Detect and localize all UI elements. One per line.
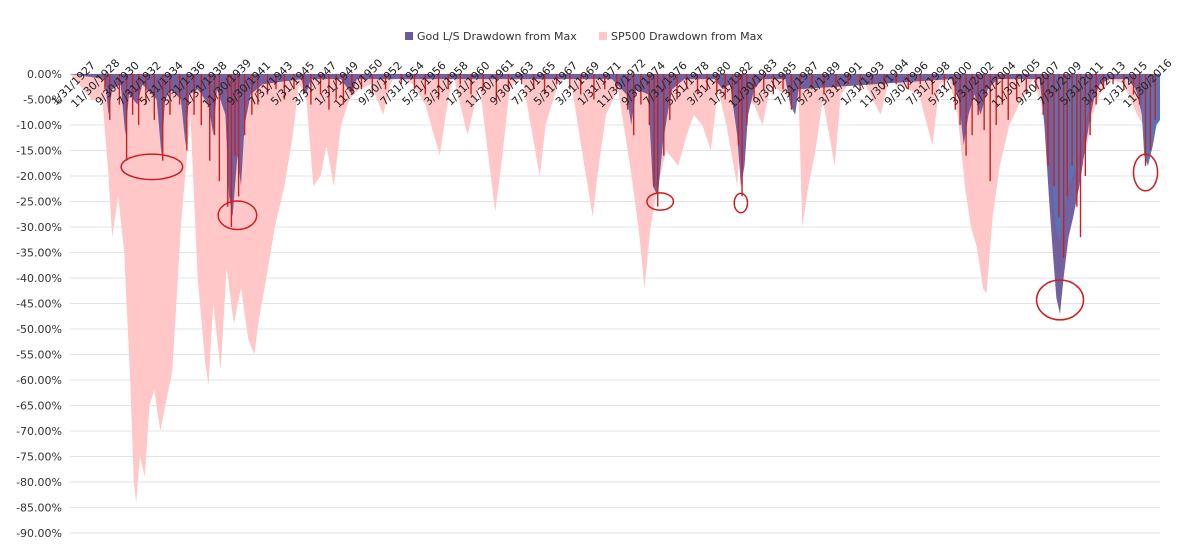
y-tick-label: -45.00% [16, 298, 62, 311]
series-areas [70, 74, 1160, 503]
legend-swatch-god [405, 32, 413, 40]
y-tick-label: -90.00% [16, 527, 62, 540]
annotation-circle [217, 200, 258, 231]
annotation-circle [646, 192, 675, 211]
y-axis-ticks: 0.00% -5.00% -10.00% -15.00% -20.00% -25.00% -… [16, 68, 62, 540]
y-tick-label: -35.00% [16, 247, 62, 260]
y-tick-label: -50.00% [16, 323, 62, 336]
y-tick-label: -65.00% [16, 400, 62, 413]
legend-label-sp500: SP500 Drawdown from Max [611, 30, 763, 43]
y-tick-label: -30.00% [16, 221, 62, 234]
y-tick-label: -5.00% [23, 94, 62, 107]
annotation-circle [1132, 153, 1159, 192]
god-area [70, 74, 1160, 314]
legend-label-god: God L/S Drawdown from Max [417, 30, 577, 43]
annotation-circles [120, 153, 1159, 321]
legend: God L/S Drawdown from Max SP500 Drawdown… [405, 30, 763, 43]
y-tick-label: -25.00% [16, 196, 62, 209]
y-tick-label: -60.00% [16, 374, 62, 387]
y-tick-label: -15.00% [16, 145, 62, 158]
y-tick-label: -80.00% [16, 476, 62, 489]
y-tick-label: -40.00% [16, 272, 62, 285]
y-tick-label: -70.00% [16, 425, 62, 438]
y-tick-label: 0.00% [27, 68, 62, 81]
annotation-circle [1035, 279, 1085, 321]
annotation-circle [733, 192, 749, 214]
spike-lines [104, 74, 1156, 258]
y-tick-label: -85.00% [16, 502, 62, 515]
y-tick-label: -20.00% [16, 170, 62, 183]
y-tick-label: -55.00% [16, 349, 62, 362]
y-tick-label: -75.00% [16, 451, 62, 464]
annotation-circle [120, 153, 184, 181]
y-tick-label: -10.00% [16, 119, 62, 132]
legend-swatch-sp500 [599, 32, 607, 40]
